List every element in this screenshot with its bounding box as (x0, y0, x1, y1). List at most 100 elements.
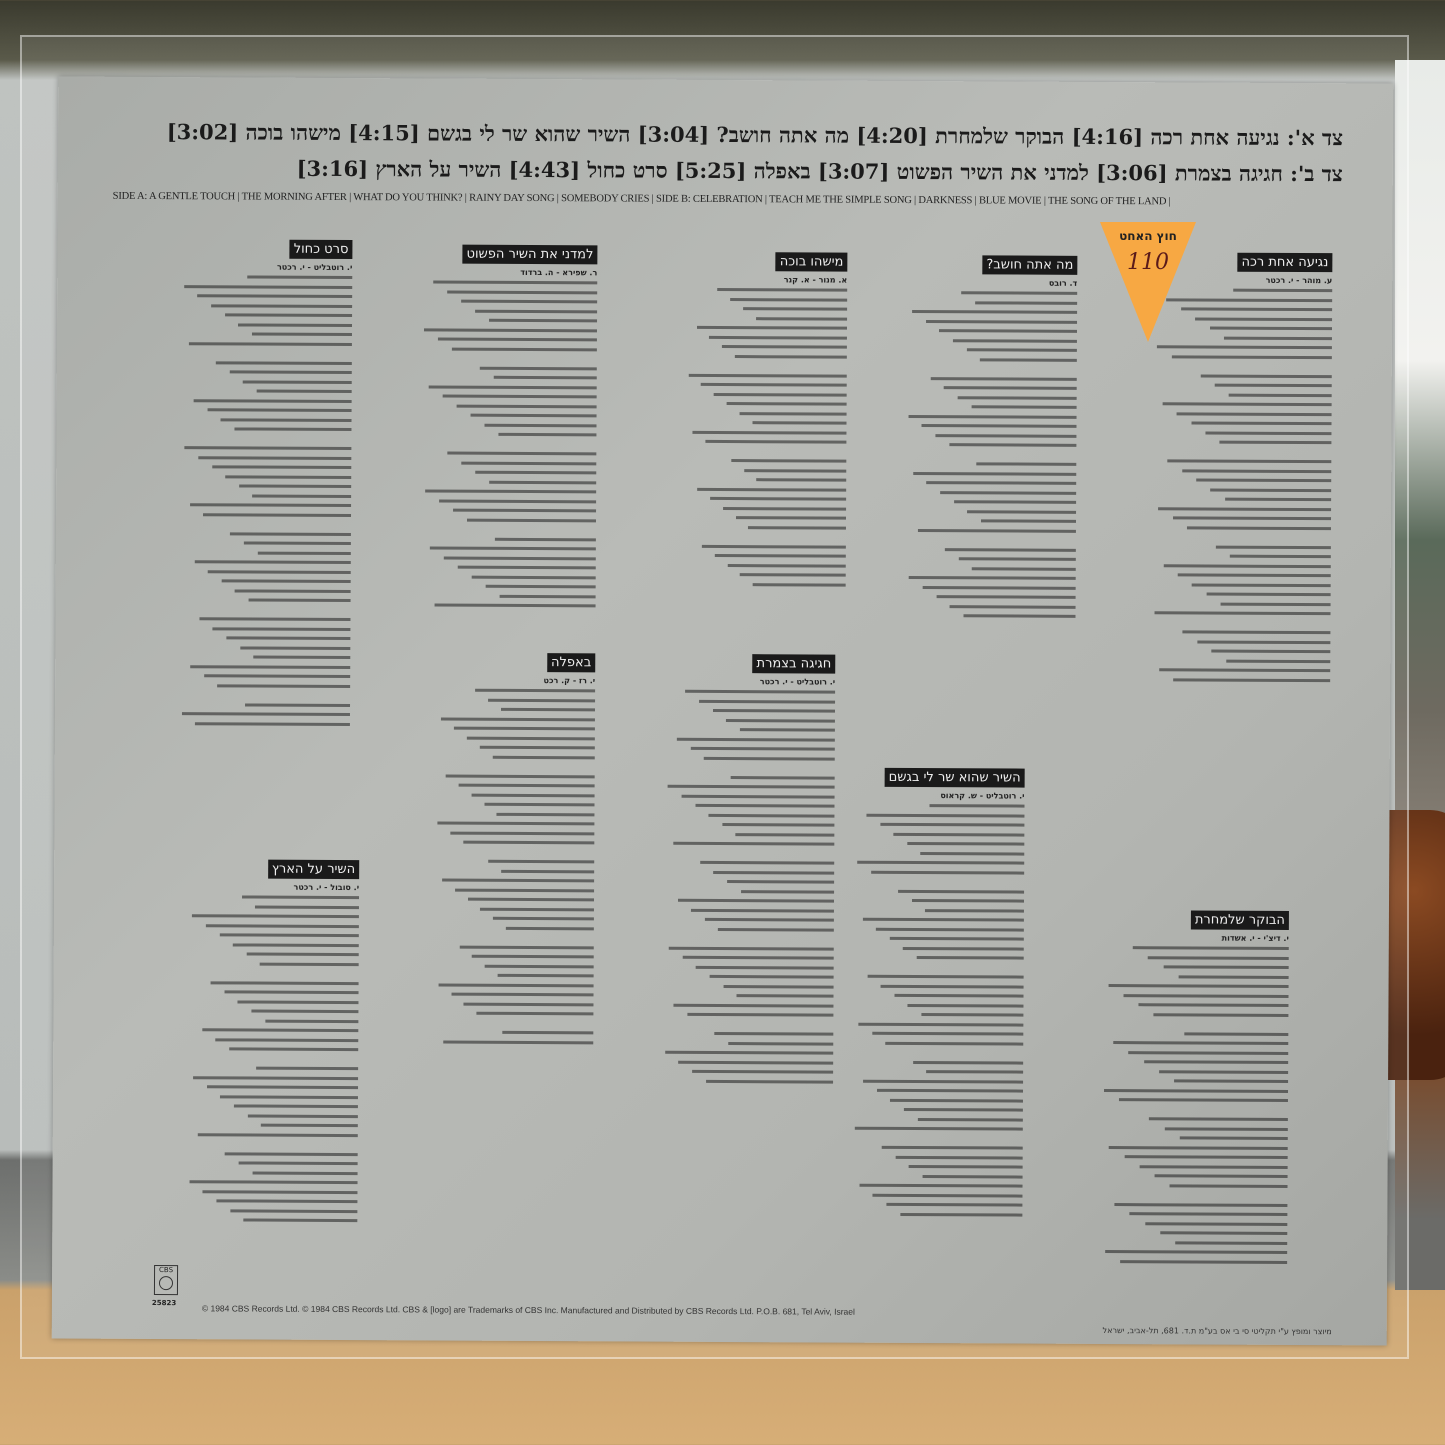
lyric-line (922, 585, 1076, 590)
lyric-line (734, 354, 847, 359)
lyric-line (450, 831, 595, 835)
lyric-line (929, 804, 1025, 808)
lyric-line (727, 880, 835, 884)
lyric-line (252, 1171, 358, 1175)
lyric-line (909, 575, 1076, 580)
lyric-line (939, 329, 1078, 333)
lyric-line (248, 598, 351, 603)
lyric-line (1158, 1069, 1289, 1074)
lyric-line (1123, 993, 1289, 998)
lyric-line (895, 1155, 1023, 1160)
lyric-line (1224, 497, 1332, 502)
lyric-line (1211, 649, 1331, 654)
lyric-line (752, 421, 847, 425)
lyric-line (668, 946, 834, 951)
lyric-line (944, 386, 1077, 390)
lyric-line (225, 1151, 358, 1156)
lyric-line (251, 332, 352, 337)
lyric-line (708, 813, 835, 818)
lyric-line (220, 1094, 358, 1099)
lyric-line (484, 802, 595, 807)
lyric-line (189, 1180, 358, 1185)
lyric-line (743, 468, 847, 473)
lyric-line (475, 688, 596, 693)
lyric-line (695, 803, 835, 808)
lyric-line (470, 413, 597, 418)
lyric-line (668, 784, 835, 789)
lyric-line (492, 755, 595, 759)
lyric-line (257, 551, 351, 555)
lyric-line (1132, 946, 1289, 950)
lyric-line (714, 1031, 834, 1036)
lyric-line (952, 338, 1077, 343)
lyric-line (1103, 1088, 1289, 1093)
lyric-line (192, 914, 359, 919)
lyric-line (958, 557, 1076, 561)
lyric-line (966, 348, 1077, 352)
song-credit: א. מנור - א. קנר (783, 275, 848, 285)
lyric-line (911, 898, 1025, 903)
song-credit: י. דיצ'י - י. אשדות (1221, 933, 1289, 943)
lyric-line (705, 1079, 834, 1084)
lyric-line (1162, 402, 1332, 407)
lyric-line (467, 897, 595, 902)
lyric-line (496, 812, 595, 816)
lyric-line (205, 923, 359, 928)
lyric-line (903, 1107, 1023, 1112)
lyric-line (451, 992, 594, 997)
tracklist-english: SIDE A: A GENTLE TOUCH | THE MORNING AFT… (112, 190, 1171, 208)
lyric-line (494, 537, 596, 541)
lyric-line (442, 394, 597, 399)
lyric-line (916, 956, 1024, 960)
song-title: באפלה (546, 653, 596, 673)
lyric-line (197, 1132, 358, 1137)
lyric-line (718, 927, 834, 932)
lyric-line (692, 1069, 834, 1074)
lyric-line (1124, 1155, 1288, 1159)
lyric-line (879, 822, 1025, 827)
lyric-line (681, 794, 835, 799)
lyric-line (885, 1041, 1024, 1046)
lyric-line (1175, 1240, 1288, 1245)
lyric-line (461, 461, 597, 465)
lyric-line (463, 840, 595, 845)
lyric-line (216, 1199, 358, 1204)
lyric-line (743, 307, 848, 311)
song-lyrics-block: השיר על הארץ י. סובול - י. רכטר (187, 857, 360, 1238)
price-tag-price: 110 (1127, 250, 1169, 275)
lyric-line (1144, 1221, 1288, 1226)
lyric-line (713, 392, 847, 397)
lyric-line (866, 813, 1025, 818)
lyric-line (859, 1183, 1023, 1188)
lyric-line (709, 974, 834, 979)
lyric-line (908, 414, 1077, 419)
song-title: סרט כחול (289, 239, 353, 260)
lyric-line (739, 728, 835, 732)
lyric-line (723, 984, 834, 989)
lyric-line (183, 284, 353, 289)
lyric-line (203, 674, 351, 679)
lyric-line (475, 470, 597, 475)
lyric-line (438, 499, 597, 503)
lyric-line (502, 1030, 594, 1035)
lyric-line (1148, 955, 1289, 960)
lyric-line (1233, 288, 1333, 293)
lyric-line (255, 905, 359, 909)
lyric-line (451, 347, 597, 351)
lyric-line (673, 1003, 834, 1008)
lyric-line (717, 287, 848, 292)
lyric-line (963, 614, 1076, 618)
lyric-line (498, 432, 597, 437)
lyric-line (1191, 421, 1332, 426)
lyric-line (476, 1011, 594, 1016)
lyric-line (432, 280, 598, 285)
lyric-line (881, 1145, 1023, 1150)
lyric-line (748, 525, 846, 530)
lyric-line (472, 954, 594, 959)
lyric-line (917, 1117, 1023, 1122)
lyric-line (880, 984, 1024, 989)
lyric-line (921, 424, 1077, 428)
song-title: נגיעה אחת רכה (1237, 252, 1333, 273)
lyric-line (1197, 639, 1331, 644)
lyric-line (459, 945, 594, 949)
